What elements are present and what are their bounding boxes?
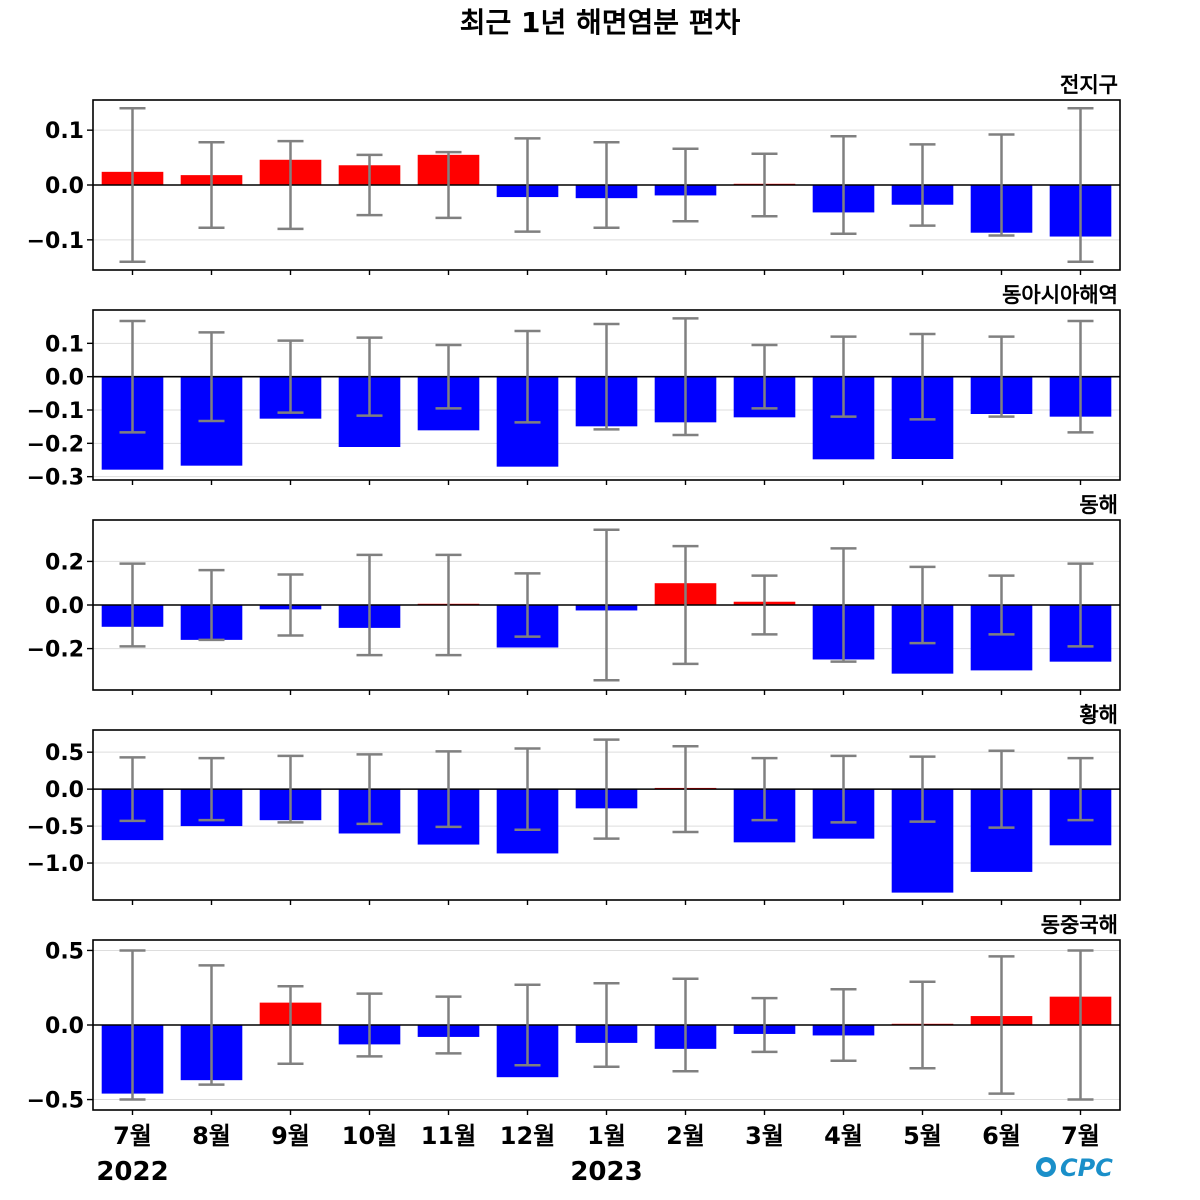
y-tick-label: 0.0 [45, 174, 84, 199]
y-tick-label: −1.0 [27, 852, 84, 877]
panel-2: 0.2 0.0 −0.2 동해 [27, 493, 1121, 695]
y-tick-label: 0.0 [45, 366, 84, 391]
x-axis-labels: 7월 8월 9월 10월 11월 12월 1월 2월 3월 4월 5월 6월 7월 2022 2023 [96, 1122, 1100, 1187]
x-tick-label: 11월 [421, 1122, 476, 1150]
y-tick-label: 0.0 [45, 594, 84, 619]
panel-title: 동중국해 [1041, 913, 1118, 937]
y-tick-label: 0.1 [45, 119, 84, 144]
x-tick-label: 9월 [271, 1122, 310, 1150]
y-tick-label: 0.0 [45, 1014, 84, 1039]
x-tick-label: 7월 [113, 1122, 152, 1150]
y-tick-label: 0.5 [45, 939, 84, 964]
panel-3: 0.5 0.0 −0.5 −1.0 황해 [27, 703, 1121, 905]
panel-title: 황해 [1079, 703, 1118, 727]
chart-panels: 0.1 0.0 −0.1 전지구 0.1 0.0 −0.1 −0.2 −0.3 동아시아해역 0.2… [27, 73, 1121, 1115]
chart-title: 최근 1년 해면염분 편차 [460, 6, 741, 39]
x-tick-label: 3월 [745, 1122, 784, 1150]
y-tick-label: 0.2 [45, 550, 84, 575]
cpc-logo-circle-inner-icon [1041, 1162, 1051, 1172]
x-tick-label: 12월 [500, 1122, 555, 1150]
x-tick-label: 2월 [666, 1122, 705, 1150]
y-tick-label: −0.1 [27, 399, 84, 424]
x-tick-label: 6월 [982, 1122, 1021, 1150]
y-tick-label: −0.1 [27, 229, 84, 254]
panel-4: 0.5 0.0 −0.5 동중국해 [27, 913, 1121, 1115]
cpc-logo: CPC [1036, 1154, 1113, 1182]
panel-title: 동아시아해역 [1002, 283, 1118, 307]
x-tick-label: 8월 [192, 1122, 231, 1150]
x-tick-label: 10월 [342, 1122, 397, 1150]
y-tick-label: −0.3 [27, 466, 84, 491]
y-tick-label: 0.0 [45, 778, 84, 803]
x-tick-label: 1월 [587, 1122, 626, 1150]
x-tick-label: 5월 [903, 1122, 942, 1150]
cpc-logo-text: CPC [1060, 1154, 1113, 1182]
panel-title: 전지구 [1060, 73, 1118, 97]
panel-title: 동해 [1079, 493, 1118, 517]
y-tick-label: −0.5 [27, 815, 84, 840]
year-label: 2023 [570, 1157, 642, 1187]
panel-0: 0.1 0.0 −0.1 전지구 [27, 73, 1121, 275]
year-label: 2022 [96, 1157, 168, 1187]
x-tick-label: 4월 [824, 1122, 863, 1150]
y-tick-label: −0.5 [27, 1089, 84, 1114]
y-tick-label: 0.5 [45, 741, 84, 766]
y-tick-label: 0.1 [45, 332, 84, 357]
y-tick-label: −0.2 [27, 432, 84, 457]
x-tick-label: 7월 [1061, 1122, 1100, 1150]
y-tick-label: −0.2 [27, 638, 84, 663]
panel-1: 0.1 0.0 −0.1 −0.2 −0.3 동아시아해역 [27, 283, 1121, 491]
